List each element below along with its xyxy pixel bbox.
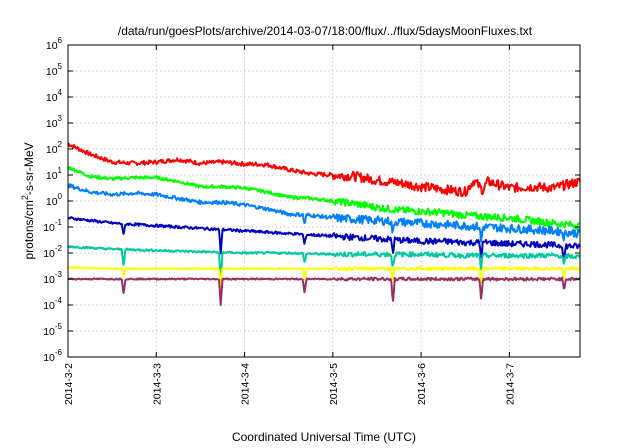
y-tick-label: 10-6 bbox=[43, 348, 62, 364]
y-tick-label: 102 bbox=[46, 140, 63, 156]
y-tick-label: 10-3 bbox=[43, 270, 62, 286]
series-line bbox=[67, 142, 581, 198]
x-tick-label: 2014-3-2 bbox=[63, 363, 75, 405]
y-axis-label-sup: 2 bbox=[20, 195, 30, 200]
y-tick-label: 103 bbox=[46, 114, 63, 130]
y-tick-label: 100 bbox=[46, 192, 63, 208]
y-tick-label: 105 bbox=[46, 62, 63, 78]
series-layer bbox=[67, 142, 581, 307]
y-axis-ticks: 10-6 10-5 10-4 10-3 10-2 10-1 100 101 102 103 104 1… bbox=[43, 36, 580, 364]
y-tick-label: 10-5 bbox=[43, 322, 62, 338]
series-line bbox=[67, 245, 581, 282]
series-line bbox=[67, 276, 581, 307]
series-line bbox=[67, 166, 581, 230]
chart-title: /data/run/goesPlots/archive/2014-03-07/1… bbox=[118, 24, 533, 38]
y-axis-label-base: protons/cm bbox=[22, 200, 36, 259]
y-axis-label: protons/cm2-s-sr-MeV bbox=[20, 142, 36, 259]
x-tick-label: 2014-3-5 bbox=[328, 363, 340, 405]
x-tick-label: 2014-3-4 bbox=[240, 363, 252, 405]
x-axis-label: Coordinated Universal Time (UTC) bbox=[232, 430, 416, 444]
series-line bbox=[67, 216, 581, 260]
y-tick-label: 106 bbox=[46, 36, 63, 52]
x-axis-ticks: 2014-3-2 2014-3-3 2014-3-4 2014-3-5 2014-3-6… bbox=[63, 45, 516, 405]
y-tick-label: 104 bbox=[46, 88, 63, 104]
x-tick-label: 2014-3-7 bbox=[504, 363, 516, 405]
y-tick-label: 10-4 bbox=[43, 296, 62, 312]
series-line bbox=[67, 183, 581, 243]
series-line bbox=[67, 266, 581, 288]
y-tick-label: 10-2 bbox=[43, 244, 62, 260]
y-tick-label: 10-1 bbox=[43, 218, 62, 234]
y-tick-label: 101 bbox=[46, 166, 63, 182]
x-tick-label: 2014-3-6 bbox=[416, 363, 428, 405]
y-axis-label-rest: -s-sr-MeV bbox=[22, 142, 36, 195]
x-tick-label: 2014-3-3 bbox=[151, 363, 163, 405]
